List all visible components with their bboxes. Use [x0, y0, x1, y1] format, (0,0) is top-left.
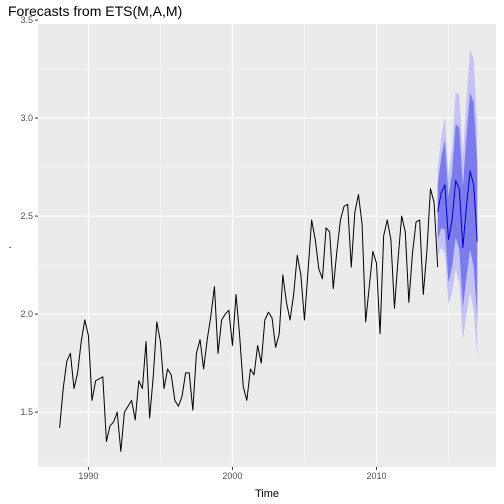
- x-tick-label: 1990: [78, 471, 98, 481]
- y-axis: 1.5 2.0 2.5 3.0 3.5: [20, 15, 38, 417]
- forecast-mean-line: [437, 170, 478, 248]
- series-lines: [59, 170, 478, 452]
- prediction-intervals: [437, 49, 478, 358]
- interval-80-band: [437, 92, 478, 319]
- history-line: [59, 188, 439, 452]
- x-axis-title: Time: [255, 488, 279, 500]
- y-tick-label: 3.0: [20, 113, 33, 123]
- y-tick-label: 2.0: [20, 309, 33, 319]
- x-tick-label: 2000: [222, 471, 242, 481]
- minor-gridlines: [38, 24, 496, 467]
- plot-panel: [38, 24, 496, 467]
- chart-title: Forecasts from ETS(M,A,M): [8, 3, 182, 19]
- y-axis-title: .: [8, 239, 11, 251]
- x-axis: 1990 2000 2010: [78, 467, 386, 481]
- y-tick-label: 3.5: [20, 15, 33, 25]
- y-tick-label: 2.5: [20, 211, 33, 221]
- x-tick-label: 2010: [366, 471, 386, 481]
- y-tick-label: 1.5: [20, 407, 33, 417]
